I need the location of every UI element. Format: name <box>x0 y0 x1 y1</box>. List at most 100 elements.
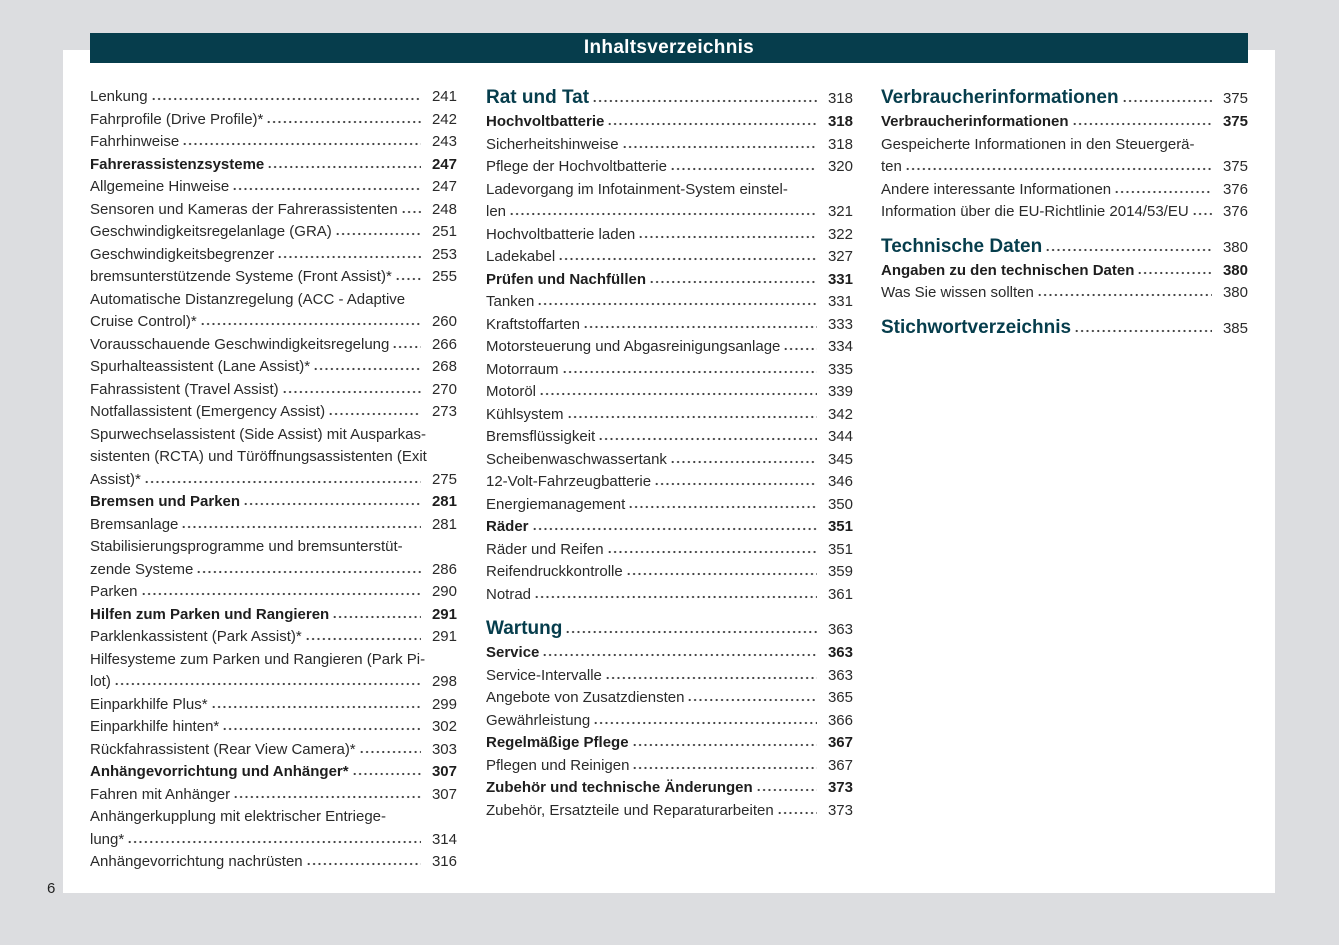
toc-chapter[interactable]: Technische Daten 380 <box>881 235 1248 260</box>
toc-entry-text: 12-Volt-Fahrzeugbatterie <box>486 473 652 490</box>
toc-entry[interactable]: Parklenkassistent (Park Assist)* 291 <box>90 626 457 649</box>
toc-section[interactable]: Prüfen und Nachfüllen 331 <box>486 269 853 292</box>
dot-leader <box>358 749 421 754</box>
dot-leader <box>222 727 421 731</box>
dot-leader <box>140 592 421 596</box>
dot-leader <box>1137 270 1212 275</box>
toc-section[interactable]: Fahrerassistenzsysteme 247 <box>90 154 457 177</box>
toc-entry[interactable]: Reifendruckkontrolle 359 <box>486 561 853 584</box>
toc-chapter[interactable]: Verbraucherinformationen 375 <box>881 86 1248 111</box>
toc-row: Wartung 363 <box>486 617 853 642</box>
toc-row: len 321 <box>486 201 853 224</box>
toc-entry[interactable]: Geschwindigkeitsregelanlage (GRA) 251 <box>90 221 457 244</box>
toc-entry[interactable]: Pflege der Hochvoltbatterie 320 <box>486 156 853 179</box>
toc-section[interactable]: Angaben zu den technischen Daten 380 <box>881 260 1248 283</box>
toc-row: Anhängevorrichtung nachrüsten 316 <box>90 851 457 874</box>
toc-section[interactable]: Anhängevorrichtung und Anhänger* 307 <box>90 761 457 784</box>
toc-page-number: 380 <box>1222 261 1248 279</box>
dot-leader <box>113 682 421 686</box>
dot-leader <box>534 594 817 599</box>
toc-entry[interactable]: Anhängerkupplung mit elektrischer Entrie… <box>90 806 457 851</box>
toc-entry[interactable]: Andere interessante Informationen 376 <box>881 179 1248 202</box>
toc-entry[interactable]: Fahrassistent (Travel Assist) 270 <box>90 379 457 402</box>
toc-entry[interactable]: Information über die EU-Richtlinie 2014/… <box>881 201 1248 224</box>
toc-entry-text: Spurhalteassistent (Lane Assist)* <box>90 358 311 375</box>
toc-entry[interactable]: Gewährleistung 366 <box>486 710 853 733</box>
toc-entry[interactable]: Lenkung 241 <box>90 86 457 109</box>
toc-entry[interactable]: Allgemeine Hinweise 247 <box>90 176 457 199</box>
toc-entry[interactable]: Notfallassistent (Emergency Assist) 273 <box>90 401 457 424</box>
dot-leader <box>196 569 421 574</box>
toc-section[interactable]: Regelmäßige Pflege 367 <box>486 732 853 755</box>
toc-chapter[interactable]: Stichwortverzeichnis 385 <box>881 316 1248 341</box>
toc-entry[interactable]: Einparkhilfe hinten* 302 <box>90 716 457 739</box>
toc-section[interactable]: Räder 351 <box>486 516 853 539</box>
toc-entry[interactable]: Pflegen und Reinigen 367 <box>486 755 853 778</box>
toc-entry[interactable]: Rückfahrassistent (Rear View Camera)* 303 <box>90 739 457 762</box>
toc-entry[interactable]: Kühlsystem 342 <box>486 404 853 427</box>
page-title: Inhaltsverzeichnis <box>90 33 1248 63</box>
toc-entry[interactable]: Einparkhilfe Plus* 299 <box>90 694 457 717</box>
toc-section[interactable]: Bremsen und Parken 281 <box>90 491 457 514</box>
toc-entry[interactable]: Sicherheitshinweise 318 <box>486 134 853 157</box>
toc-page-number: 322 <box>827 225 853 243</box>
toc-entry[interactable]: Service-Intervalle 363 <box>486 665 853 688</box>
toc-entry[interactable]: Bremsanlage 281 <box>90 514 457 537</box>
toc-section[interactable]: Verbraucherinformationen 375 <box>881 111 1248 134</box>
toc-entry[interactable]: Notrad 361 <box>486 584 853 607</box>
toc-entry[interactable]: Geschwindigkeitsbegrenzer 253 <box>90 244 457 267</box>
toc-entry[interactable]: Spurwechselassistent (Side Assist) mit A… <box>90 424 457 492</box>
toc-entry[interactable]: Hochvoltbatterie laden 322 <box>486 224 853 247</box>
dot-leader <box>1071 122 1212 126</box>
toc-section[interactable]: Service 363 <box>486 642 853 665</box>
toc-entry[interactable]: Kraftstoffarten 333 <box>486 314 853 337</box>
toc-entry[interactable]: Fahren mit Anhänger 307 <box>90 784 457 807</box>
toc-entry[interactable]: 12-Volt-Fahrzeugbatterie 346 <box>486 471 853 494</box>
dot-leader <box>281 389 421 394</box>
toc-entry[interactable]: Zubehör, Ersatzteile und Reparaturarbeit… <box>486 800 853 823</box>
toc-entry[interactable]: Sensoren und Kameras der Fahrerassistent… <box>90 199 457 222</box>
toc-entry-text: Geschwindigkeitsregelanlage (GRA) <box>90 223 332 240</box>
toc-row: Pflegen und Reinigen 367 <box>486 755 853 778</box>
toc-entry[interactable]: Tanken 331 <box>486 291 853 314</box>
toc-row: Zubehör und technische Änderungen 373 <box>486 777 853 800</box>
dot-leader <box>582 324 817 329</box>
toc-entry-text: Hochvoltbatterie laden <box>486 225 636 243</box>
toc-entry[interactable]: Gespeicherte Informationen in den Steuer… <box>881 134 1248 179</box>
toc-entry-text: Allgemeine Hinweise <box>90 178 230 195</box>
toc-section[interactable]: Zubehör und technische Änderungen 373 <box>486 777 853 800</box>
toc-entry[interactable]: Stabilisierungsprogramme und bremsunters… <box>90 536 457 581</box>
toc-entry[interactable]: Energiemanagement 350 <box>486 494 853 517</box>
toc-entry[interactable]: Automatische Distanzregelung (ACC - Adap… <box>90 289 457 334</box>
toc-entry[interactable]: Parken 290 <box>90 581 457 604</box>
toc-entry[interactable]: Bremsflüssigkeit 344 <box>486 426 853 449</box>
toc-entry[interactable]: Räder und Reifen 351 <box>486 539 853 562</box>
toc-entry[interactable]: Motorraum 335 <box>486 359 853 382</box>
toc-entry[interactable]: Scheibenwaschwassertank 345 <box>486 449 853 472</box>
toc-entry[interactable]: Vorausschauende Geschwindigkeitsregelung… <box>90 334 457 357</box>
toc-entry-text: Service <box>486 644 540 661</box>
toc-chapter[interactable]: Wartung 363 <box>486 617 853 642</box>
toc-entry-text: Lenkung <box>90 88 148 105</box>
toc-page-number: 255 <box>431 268 457 285</box>
toc-entry[interactable]: Fahrprofile (Drive Profile)* 242 <box>90 109 457 132</box>
toc-entry[interactable]: Ladekabel 327 <box>486 246 853 269</box>
toc-entry[interactable]: Fahrhinweise 243 <box>90 131 457 154</box>
toc-entry-text: Bremsflüssigkeit <box>486 428 596 445</box>
toc-entry[interactable]: Ladevorgang im Infotainment-System einst… <box>486 179 853 224</box>
toc-entry[interactable]: Motoröl 339 <box>486 381 853 404</box>
toc-entry[interactable]: Anhängevorrichtung nachrüsten 316 <box>90 851 457 874</box>
toc-entry[interactable]: Was Sie wissen sollten 380 <box>881 282 1248 305</box>
toc-entry[interactable]: Hilfesysteme zum Parken und Rangieren (P… <box>90 649 457 694</box>
dot-leader <box>638 234 817 239</box>
toc-page-number: 359 <box>827 563 853 580</box>
toc-entry[interactable]: Spurhalteassistent (Lane Assist)* 268 <box>90 356 457 379</box>
toc-entry[interactable]: bremsunterstützende Systeme (Front Assis… <box>90 266 457 289</box>
toc-chapter[interactable]: Rat und Tat 318 <box>486 86 853 111</box>
toc-page-number: 303 <box>431 740 457 758</box>
toc-entry[interactable]: Angebote von Zusatzdiensten 365 <box>486 687 853 710</box>
toc-section[interactable]: Hilfen zum Parken und Rangieren 291 <box>90 604 457 627</box>
toc-entry[interactable]: Motorsteuerung und Abgasreinigungsanlage… <box>486 336 853 359</box>
toc-row: Energiemanagement 350 <box>486 494 853 517</box>
toc-section[interactable]: Hochvoltbatterie 318 <box>486 111 853 134</box>
